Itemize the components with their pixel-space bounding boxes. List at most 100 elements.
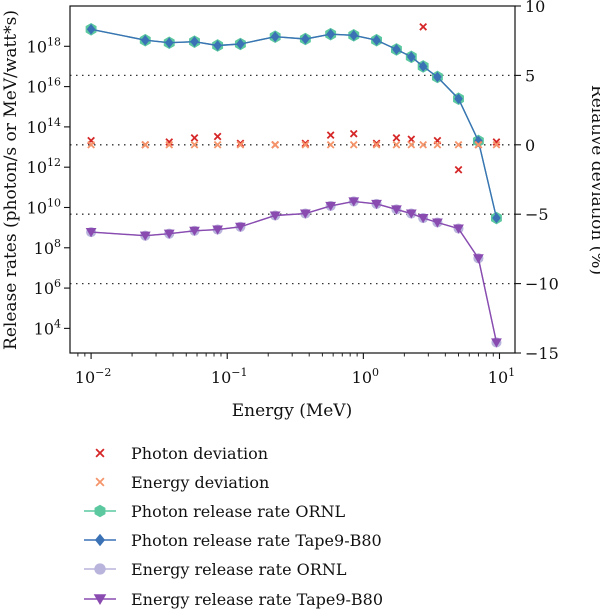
x-marker-stroke bbox=[407, 140, 416, 149]
x-tick-label: 10−2 bbox=[75, 366, 112, 387]
y-left-tick-label: 1012 bbox=[27, 156, 61, 177]
data-point bbox=[235, 222, 246, 232]
data-point bbox=[326, 28, 335, 40]
legend-swatch-marker bbox=[95, 448, 105, 458]
data-point bbox=[417, 213, 429, 224]
x-tick-label: 100 bbox=[352, 366, 379, 387]
x-tick-label: 10−1 bbox=[211, 366, 248, 387]
series-energy-deviation bbox=[87, 140, 501, 149]
plot-series bbox=[85, 22, 502, 348]
data-point bbox=[141, 140, 150, 149]
x-marker-stroke bbox=[165, 138, 174, 146]
y-left-tick-label: 1010 bbox=[27, 196, 61, 217]
x-marker-stroke bbox=[419, 22, 428, 31]
data-point bbox=[474, 140, 483, 149]
y-right-tick-label: −5 bbox=[525, 205, 549, 224]
data-point bbox=[189, 226, 200, 236]
y-right-tick-label: 0 bbox=[525, 136, 535, 155]
data-point bbox=[325, 201, 337, 212]
data-point bbox=[301, 139, 310, 148]
y-left-tick-label: 1018 bbox=[27, 35, 61, 56]
data-point bbox=[391, 205, 402, 215]
data-point bbox=[213, 140, 222, 149]
x-marker-stroke bbox=[492, 138, 501, 146]
data-point bbox=[405, 209, 417, 219]
x-marker-stroke bbox=[190, 133, 199, 142]
legend-item: Energy release rate ORNL bbox=[84, 560, 347, 579]
y-right-tick-label: −15 bbox=[525, 344, 559, 363]
data-point bbox=[87, 140, 95, 149]
data-point bbox=[236, 140, 245, 149]
data-point bbox=[371, 199, 382, 210]
data-point bbox=[164, 37, 174, 49]
x-marker-stroke bbox=[95, 477, 105, 487]
y-left-tick-label: 106 bbox=[34, 277, 61, 298]
x-marker-stroke bbox=[190, 140, 199, 149]
data-point bbox=[492, 138, 501, 146]
y-right-tick-label: −10 bbox=[525, 275, 559, 294]
series-line bbox=[90, 28, 498, 219]
data-point bbox=[392, 44, 401, 55]
x-marker-stroke bbox=[392, 140, 401, 149]
legend: Photon deviation Energy deviation Photon r… bbox=[84, 444, 383, 609]
series-line bbox=[91, 200, 498, 343]
left-y-axis-label: Release rates (photon/s or MeV/watt*s) bbox=[1, 10, 21, 350]
legend-swatch-marker bbox=[94, 533, 106, 547]
x-marker-stroke bbox=[326, 140, 335, 149]
series-photon-release-rate-tape9-b80 bbox=[86, 23, 501, 224]
data-point bbox=[190, 36, 199, 48]
axes: 10−2 10−1 100 10110410610810101012101410161… bbox=[27, 0, 559, 387]
data-point bbox=[190, 140, 199, 149]
data-point bbox=[418, 61, 428, 72]
data-point bbox=[392, 140, 401, 149]
data-point bbox=[326, 140, 335, 149]
x-marker-stroke bbox=[236, 139, 245, 148]
data-point bbox=[299, 209, 311, 219]
y-left-tick-label: 1016 bbox=[27, 76, 61, 97]
data-point bbox=[349, 129, 358, 138]
data-point bbox=[349, 140, 358, 149]
x-marker-stroke bbox=[392, 133, 401, 142]
right-axis-gridlines bbox=[70, 74, 515, 285]
data-point bbox=[271, 140, 280, 149]
x-marker-stroke bbox=[141, 140, 150, 149]
legend-swatch-marker bbox=[95, 477, 105, 487]
data-point bbox=[213, 132, 222, 141]
data-point bbox=[165, 140, 174, 149]
data-point bbox=[392, 133, 401, 142]
y-right-tick-label: 5 bbox=[525, 66, 535, 85]
data-point bbox=[454, 165, 463, 174]
data-point bbox=[301, 140, 310, 149]
x-tick-label: 101 bbox=[488, 366, 515, 387]
legend-item: Energy release rate Tape9-B80 bbox=[84, 590, 383, 609]
series-photon-release-rate-ornl bbox=[85, 22, 502, 225]
data-point bbox=[419, 22, 428, 31]
data-point bbox=[165, 138, 174, 146]
legend-swatch-marker bbox=[93, 594, 107, 605]
x-marker-stroke bbox=[454, 140, 463, 149]
data-point bbox=[453, 224, 464, 234]
x-marker-stroke bbox=[213, 140, 222, 149]
legend-label: Energy release rate Tape9-B80 bbox=[131, 590, 383, 609]
data-point bbox=[491, 338, 502, 348]
legend-item: Photon deviation bbox=[95, 444, 268, 463]
x-marker-stroke bbox=[326, 131, 335, 139]
data-point bbox=[419, 140, 428, 149]
data-point bbox=[301, 33, 310, 45]
data-point bbox=[85, 228, 97, 238]
data-point bbox=[432, 218, 443, 228]
x-marker-stroke bbox=[165, 140, 174, 149]
x-marker-stroke bbox=[301, 139, 310, 148]
x-marker-stroke bbox=[372, 140, 381, 149]
x-marker-stroke bbox=[492, 140, 501, 149]
data-point bbox=[326, 131, 335, 139]
legend-item: Photon release rate Tape9-B80 bbox=[84, 531, 382, 550]
legend-label: Energy release rate ORNL bbox=[131, 560, 347, 579]
data-point bbox=[454, 93, 463, 105]
x-marker-stroke bbox=[474, 140, 483, 149]
y-left-tick-label: 104 bbox=[34, 317, 61, 338]
data-point bbox=[86, 23, 96, 35]
plot-frame bbox=[69, 5, 516, 354]
data-point bbox=[454, 140, 463, 149]
